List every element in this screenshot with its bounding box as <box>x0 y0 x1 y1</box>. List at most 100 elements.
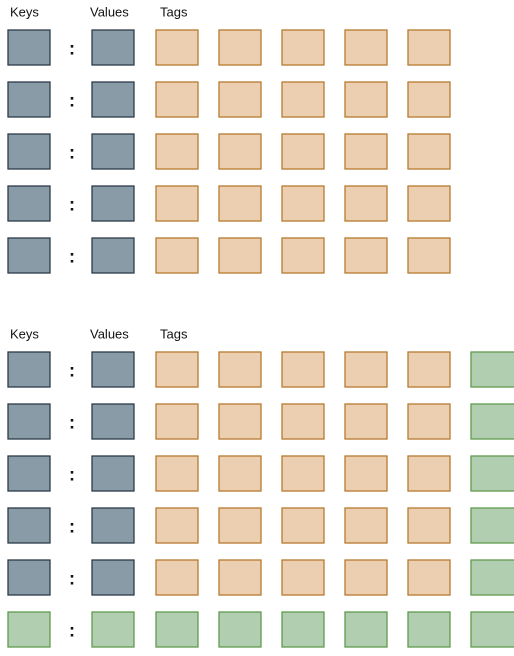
tag-box <box>155 29 199 66</box>
value-box <box>91 351 135 388</box>
tag-box <box>155 403 199 440</box>
tag-box <box>218 185 262 222</box>
key-box <box>7 81 51 118</box>
tag-box <box>470 559 514 596</box>
tag-box <box>218 559 262 596</box>
tag-box <box>344 81 388 118</box>
separator: : <box>69 620 75 640</box>
value-box <box>91 611 135 648</box>
values-header: Values <box>90 4 129 19</box>
separator: : <box>69 38 75 58</box>
tag-box <box>155 237 199 274</box>
value-box <box>91 559 135 596</box>
tag-box <box>407 559 451 596</box>
key-box <box>7 133 51 170</box>
value-box <box>91 29 135 66</box>
tag-box <box>407 29 451 66</box>
tag-box <box>218 351 262 388</box>
values-header: Values <box>90 326 129 341</box>
key-box <box>7 351 51 388</box>
tag-box <box>218 507 262 544</box>
separator: : <box>69 412 75 432</box>
tag-box <box>281 351 325 388</box>
tag-box <box>281 81 325 118</box>
tag-box <box>155 351 199 388</box>
tag-box <box>281 403 325 440</box>
tag-box <box>407 81 451 118</box>
tag-box <box>218 611 262 648</box>
separator: : <box>69 516 75 536</box>
separator: : <box>69 360 75 380</box>
tag-box <box>155 507 199 544</box>
tag-box <box>407 611 451 648</box>
key-box <box>7 611 51 648</box>
separator: : <box>69 246 75 266</box>
value-box <box>91 507 135 544</box>
tag-box <box>344 611 388 648</box>
tag-box <box>344 455 388 492</box>
separator: : <box>69 142 75 162</box>
tag-box <box>407 237 451 274</box>
tag-box <box>155 559 199 596</box>
value-box <box>91 81 135 118</box>
tag-box <box>470 507 514 544</box>
tag-box <box>470 455 514 492</box>
tag-box <box>407 185 451 222</box>
tag-box <box>344 133 388 170</box>
tag-box <box>470 351 514 388</box>
tag-box <box>218 81 262 118</box>
tag-box <box>344 237 388 274</box>
tag-box <box>281 455 325 492</box>
tag-box <box>344 403 388 440</box>
tag-box <box>344 507 388 544</box>
tag-box <box>407 507 451 544</box>
tag-box <box>281 559 325 596</box>
tag-box <box>344 559 388 596</box>
tag-box <box>470 611 514 648</box>
tag-box <box>218 29 262 66</box>
tag-box <box>218 237 262 274</box>
key-box <box>7 237 51 274</box>
tag-box <box>155 455 199 492</box>
keys-header: Keys <box>10 326 39 341</box>
tag-box <box>281 29 325 66</box>
tag-box <box>344 185 388 222</box>
tag-box <box>155 81 199 118</box>
tag-box <box>407 403 451 440</box>
tag-box <box>155 185 199 222</box>
tag-box <box>281 133 325 170</box>
tag-box <box>470 403 514 440</box>
separator: : <box>69 464 75 484</box>
tag-box <box>407 351 451 388</box>
tag-box <box>281 237 325 274</box>
tag-box <box>218 403 262 440</box>
key-box <box>7 455 51 492</box>
tag-box <box>218 455 262 492</box>
key-box <box>7 29 51 66</box>
tags-header: Tags <box>160 326 188 341</box>
tag-box <box>344 351 388 388</box>
value-box <box>91 455 135 492</box>
tag-box <box>218 133 262 170</box>
separator: : <box>69 568 75 588</box>
value-box <box>91 133 135 170</box>
tag-box <box>281 507 325 544</box>
value-box <box>91 185 135 222</box>
separator: : <box>69 194 75 214</box>
separator: : <box>69 90 75 110</box>
key-box <box>7 185 51 222</box>
tag-box <box>155 133 199 170</box>
value-box <box>91 403 135 440</box>
tags-header: Tags <box>160 4 188 19</box>
key-box <box>7 559 51 596</box>
tag-box <box>344 29 388 66</box>
tag-box <box>281 185 325 222</box>
key-box <box>7 507 51 544</box>
tag-box <box>407 133 451 170</box>
tag-box <box>407 455 451 492</box>
key-box <box>7 403 51 440</box>
keys-header: Keys <box>10 4 39 19</box>
tag-box <box>155 611 199 648</box>
